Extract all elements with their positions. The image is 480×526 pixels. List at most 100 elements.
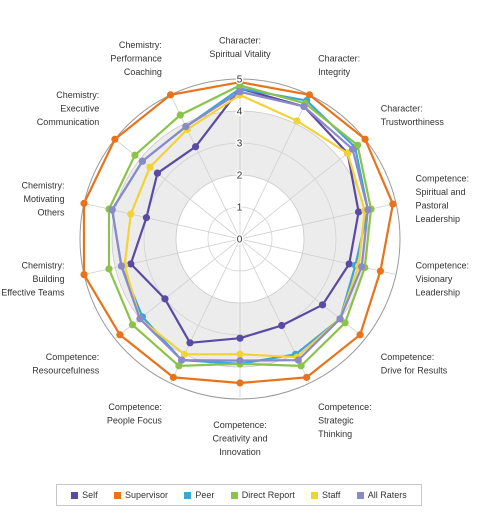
data-point [376, 267, 384, 275]
data-point [175, 362, 183, 370]
axis-label-line: Character: [381, 103, 423, 113]
data-point [136, 315, 144, 323]
data-point [153, 169, 162, 177]
axis-label-line: Building [32, 274, 64, 284]
axis-label-line: Communication [37, 117, 100, 127]
series-all-raters [108, 88, 372, 365]
axis-label-line: Thinking [318, 429, 352, 439]
axis-label: Competence: Creativity and Innovation [212, 420, 267, 457]
data-point [161, 295, 169, 303]
axis-label-line: Chemistry: [21, 180, 64, 190]
axis-label: Competence: Resourcefulness [32, 352, 100, 376]
data-point [356, 331, 364, 339]
data-point [343, 149, 352, 157]
data-point [236, 379, 244, 387]
data-point [178, 356, 186, 364]
data-point [131, 151, 139, 159]
legend-label: Peer [195, 490, 215, 500]
data-point [117, 262, 126, 270]
axis-label-line: Chemistry: [56, 90, 99, 100]
data-point [191, 143, 200, 151]
axis-label-line: Trustworthiness [381, 117, 445, 127]
axis-label-line: Competence: [381, 352, 435, 362]
data-point [364, 206, 372, 214]
axis-label: Chemistry: Performance Coaching [110, 40, 162, 77]
legend-swatch [356, 491, 364, 499]
axis-label: Competence: Strategic Thinking [318, 402, 372, 439]
axis-label-line: Effective Teams [1, 288, 65, 298]
legend-item: Staff [311, 490, 340, 500]
data-point [127, 260, 135, 268]
axis-label-line: Competence: [46, 352, 100, 362]
axis-label-line: Competence: [415, 261, 469, 271]
axis-label-line: Others [37, 207, 65, 217]
axis-label-line: Competence: [318, 402, 372, 412]
data-point [180, 350, 189, 358]
axis-label-line: Drive for Results [381, 366, 448, 376]
data-point [305, 91, 314, 99]
axis-label-line: People Focus [107, 416, 163, 426]
axis-label: Chemistry: Motivating Others [21, 180, 65, 217]
data-point [294, 356, 302, 364]
legend-swatch [311, 491, 319, 499]
data-point [345, 260, 353, 268]
tick-label: 3 [237, 139, 243, 150]
legend-swatch [184, 491, 192, 499]
axis-label-line: Leadership [415, 288, 460, 298]
data-point [105, 265, 113, 273]
data-point [128, 321, 137, 329]
axis-label-line: Motivating [23, 194, 64, 204]
data-point [127, 210, 135, 218]
legend-item: Direct Report [230, 490, 295, 500]
data-point [142, 214, 151, 222]
tick-label: 0 [237, 235, 243, 246]
legend-swatch [230, 491, 238, 499]
data-point [336, 315, 344, 323]
data-point [138, 157, 147, 165]
axis-label-line: Strategic [318, 416, 354, 426]
data-point [116, 331, 124, 339]
data-point [236, 350, 244, 358]
data-point [80, 271, 88, 279]
series-supervisor [80, 78, 397, 387]
axis-label-line: Performance [110, 53, 162, 63]
data-point [278, 321, 286, 330]
axis-label-line: Leadership [415, 214, 460, 224]
axis-label-line: Creativity and [212, 434, 267, 444]
axis-label-line: Chemistry: [21, 261, 64, 271]
tick-label: 4 [237, 107, 243, 118]
data-point [297, 362, 305, 370]
legend-swatch [71, 491, 79, 499]
axis-spoke [239, 238, 397, 275]
axis-label-line: Executive [60, 103, 99, 113]
data-point [236, 81, 244, 89]
data-point [186, 339, 194, 347]
data-point [361, 135, 369, 143]
axis-label: Competence: People Focus [107, 402, 163, 426]
axis-label: Chemistry: Building Effective Teams [1, 261, 65, 298]
data-point [300, 102, 308, 110]
axis-label: Character: Integrity [318, 53, 360, 77]
legend-label: Staff [322, 490, 341, 500]
axis-label-line: Competence: [213, 420, 267, 430]
axis-label: Character: Trustworthiness [381, 103, 445, 127]
data-point [236, 88, 244, 96]
axis-label: Character: Spiritual Vitality [209, 36, 271, 60]
data-point [166, 91, 175, 99]
axis-spoke [114, 238, 241, 340]
data-point [348, 145, 357, 153]
axis-label-line: Integrity [318, 67, 351, 77]
data-point [236, 334, 244, 342]
data-point [293, 117, 301, 125]
axis-label-line: Visionary [415, 274, 452, 284]
data-point [236, 357, 244, 365]
data-point [176, 111, 184, 119]
data-point [146, 163, 154, 171]
tick-label: 1 [237, 203, 243, 214]
legend-item: Supervisor [114, 490, 168, 500]
legend-item: Self [71, 490, 98, 500]
axis-spoke [170, 94, 241, 240]
axis-label-line: Spiritual Vitality [209, 49, 271, 59]
axis-label-line: Competence: [108, 402, 162, 412]
